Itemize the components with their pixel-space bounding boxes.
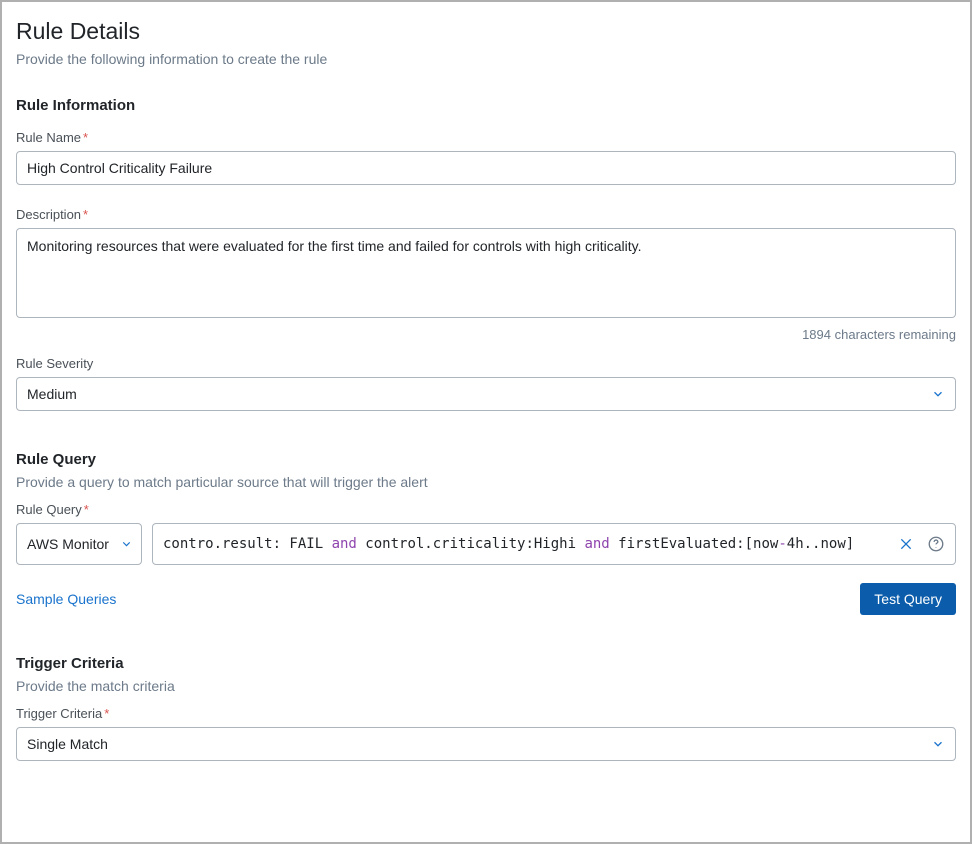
section-rule-information-title: Rule Information <box>16 97 956 114</box>
query-input-container: contro.result: FAIL and control.critical… <box>152 523 956 565</box>
page-subtitle: Provide the following information to cre… <box>16 51 956 67</box>
rule-name-label-text: Rule Name <box>16 130 81 145</box>
section-trigger-title: Trigger Criteria <box>16 655 956 672</box>
trigger-criteria-select[interactable]: Single Match <box>16 727 956 761</box>
rule-query-row: AWS Monitor contro.result: FAIL and cont… <box>16 523 956 565</box>
section-rule-query-title: Rule Query <box>16 451 956 468</box>
required-asterisk: * <box>83 207 88 222</box>
trigger-criteria-label-text: Trigger Criteria <box>16 706 102 721</box>
description-label: Description* <box>16 207 956 222</box>
page-title: Rule Details <box>16 18 956 45</box>
chevron-down-icon <box>120 538 133 551</box>
section-trigger-subtitle: Provide the match criteria <box>16 678 956 694</box>
help-icon[interactable] <box>925 533 947 555</box>
description-textarea[interactable]: Monitoring resources that were evaluated… <box>16 228 956 318</box>
query-actions-row: Sample Queries Test Query <box>16 583 956 615</box>
query-source-select[interactable]: AWS Monitor <box>16 523 142 565</box>
sample-queries-link[interactable]: Sample Queries <box>16 591 116 607</box>
rule-name-label: Rule Name* <box>16 130 956 145</box>
section-rule-query-subtitle: Provide a query to match particular sour… <box>16 474 956 490</box>
chevron-down-icon <box>931 387 945 401</box>
rule-severity-select[interactable]: Medium <box>16 377 956 411</box>
description-label-text: Description <box>16 207 81 222</box>
required-asterisk: * <box>83 130 88 145</box>
rule-severity-label: Rule Severity <box>16 356 956 371</box>
clear-query-icon[interactable] <box>895 533 917 555</box>
test-query-button[interactable]: Test Query <box>860 583 956 615</box>
rule-query-label: Rule Query* <box>16 502 956 517</box>
description-chars-remaining: 1894 characters remaining <box>16 327 956 342</box>
required-asterisk: * <box>104 706 109 721</box>
rule-name-input[interactable] <box>16 151 956 185</box>
trigger-criteria-label: Trigger Criteria* <box>16 706 956 721</box>
rule-details-form: Rule Details Provide the following infor… <box>0 0 972 844</box>
chevron-down-icon <box>931 737 945 751</box>
query-input[interactable]: contro.result: FAIL and control.critical… <box>163 536 887 552</box>
required-asterisk: * <box>84 502 89 517</box>
query-source-value: AWS Monitor <box>27 536 109 552</box>
rule-query-label-text: Rule Query <box>16 502 82 517</box>
trigger-criteria-value: Single Match <box>27 736 108 752</box>
rule-severity-value: Medium <box>27 386 77 402</box>
